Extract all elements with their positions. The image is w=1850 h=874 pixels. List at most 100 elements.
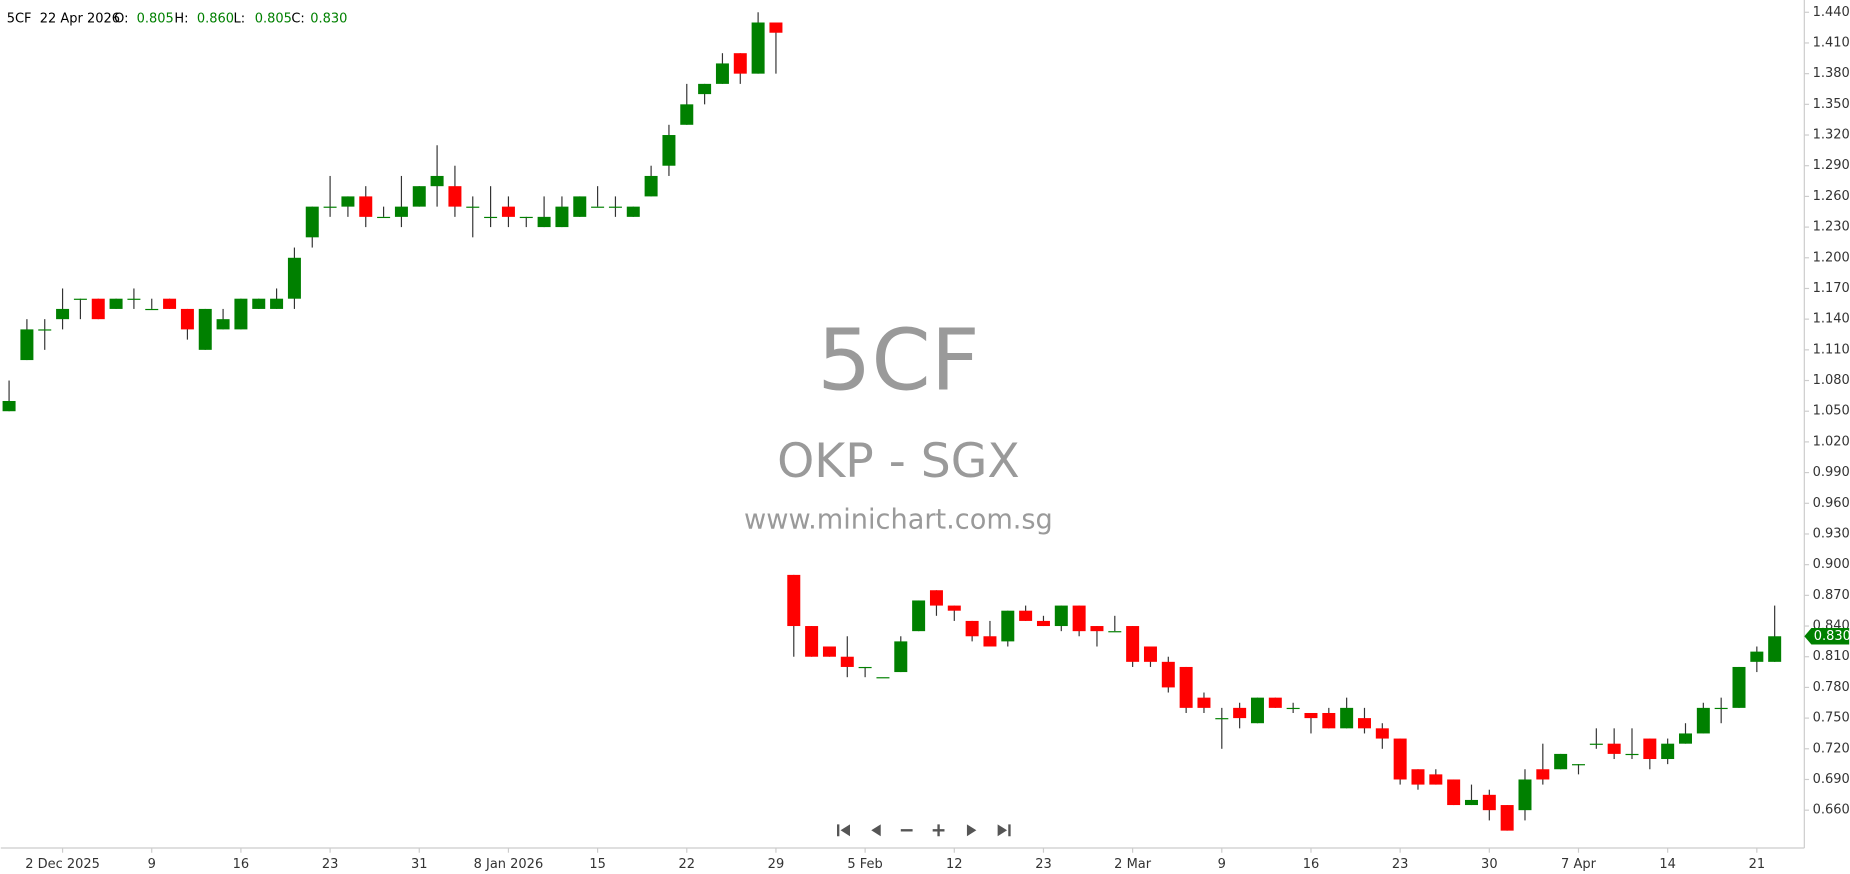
candle-body (1447, 779, 1461, 806)
candle-body (377, 216, 391, 219)
candle-body (1482, 794, 1496, 811)
candle-body (412, 186, 426, 207)
candle-body (1250, 697, 1264, 724)
y-tick-label: 0.900 (1813, 557, 1850, 572)
y-tick-label: 0.960 (1813, 496, 1850, 511)
candle-body (1233, 707, 1247, 719)
candle-body (1357, 718, 1371, 729)
candle-body (323, 206, 337, 208)
y-tick-label: 1.170 (1813, 281, 1850, 296)
y-tick-label: 0.690 (1813, 772, 1850, 787)
candle-body (769, 22, 783, 33)
x-tick-label: 14 (1659, 857, 1676, 872)
header-open: 0.805 (137, 11, 174, 26)
candle-body (912, 600, 926, 632)
candle-body (2, 400, 16, 412)
candle-body (1536, 769, 1550, 780)
y-tick-label: 1.260 (1813, 189, 1850, 204)
x-tick-label: 21 (1749, 857, 1766, 872)
candle-body (1429, 774, 1443, 785)
candle-body (1571, 764, 1585, 766)
candle-body (180, 308, 194, 330)
y-tick-label: 1.440 (1813, 5, 1850, 20)
nav-zoom-out[interactable] (898, 822, 915, 839)
y-tick-label: 1.230 (1813, 220, 1850, 235)
header-symbol: 5CF (7, 11, 32, 26)
x-tick-label: 23 (1035, 857, 1052, 872)
x-tick-label: 2 Mar (1114, 857, 1152, 872)
candle-body (73, 298, 87, 300)
candle-body (751, 22, 765, 74)
watermark-name: OKP - SGX (777, 434, 1020, 489)
y-tick-label: 0.810 (1813, 649, 1850, 664)
x-tick-label: 9 (148, 857, 156, 872)
candle-body (840, 656, 854, 667)
y-tick-label: 1.200 (1813, 250, 1850, 265)
candle-body (1268, 697, 1282, 708)
x-tick-label: 23 (1392, 857, 1409, 872)
nav-last[interactable] (995, 822, 1012, 839)
candle-body (1126, 626, 1140, 662)
candle-body (1679, 733, 1692, 744)
candle-body (1696, 707, 1710, 734)
y-tick-label: 0.990 (1813, 465, 1850, 480)
candle-body (1625, 753, 1639, 756)
candle-body (626, 206, 640, 217)
candle-body (1411, 769, 1425, 785)
header-low: 0.805 (255, 11, 292, 26)
y-tick-label: 0.780 (1813, 680, 1850, 695)
candle-body (1036, 620, 1050, 627)
y-tick-label: 0.870 (1813, 588, 1850, 603)
candle-body (894, 641, 908, 673)
candle-body (698, 83, 712, 95)
candle-body (608, 206, 622, 208)
header: 5CF 22 Apr 2026 O: 0.805 H: 0.860 L: 0.8… (7, 11, 348, 26)
candle-body (715, 63, 729, 84)
header-date: 22 Apr 2026 (40, 11, 120, 26)
candle-body (983, 636, 997, 647)
candle-body (555, 206, 569, 228)
candle-body (947, 605, 961, 611)
candle-body (1197, 697, 1211, 708)
watermark: 5CF OKP - SGX www.minichart.com.sg (744, 312, 1053, 536)
nav-zoom-in[interactable] (930, 822, 947, 839)
watermark-url: www.minichart.com.sg (744, 504, 1053, 535)
candle-body (1500, 805, 1514, 831)
candle-body (1304, 712, 1318, 719)
candle-body (359, 196, 373, 217)
x-tick-label: 7 Apr (1561, 857, 1597, 872)
candle-body (1464, 799, 1478, 806)
candle-body (1661, 743, 1675, 760)
candle-body (965, 620, 979, 637)
y-tick-label: 0.930 (1813, 526, 1850, 541)
candle-body (680, 104, 694, 125)
candle-body (519, 216, 533, 219)
x-tick-label: 2 Dec 2025 (25, 857, 100, 872)
nav-prev[interactable] (868, 822, 885, 839)
candle-body (591, 206, 605, 208)
candle-body (287, 257, 301, 299)
candle-body (1019, 610, 1033, 621)
candle-body (1518, 779, 1532, 811)
candle-body (1589, 743, 1603, 745)
candle-body (1286, 707, 1300, 710)
candle-body (1714, 707, 1728, 710)
x-tick-label: 12 (946, 857, 963, 872)
candle-body (537, 216, 551, 228)
last-price-tag (1804, 628, 1850, 645)
candle-body (805, 626, 819, 657)
candle-body (822, 646, 836, 657)
y-tick-label: 1.320 (1813, 128, 1850, 143)
nav-first[interactable] (835, 822, 852, 839)
nav-next[interactable] (962, 822, 979, 839)
candle-body (234, 298, 248, 330)
candle-body (1072, 605, 1086, 632)
x-tick-label: 16 (233, 857, 250, 872)
candle-body (466, 206, 480, 208)
navigation (835, 822, 1012, 839)
candle-body (858, 666, 872, 669)
candle-body (270, 298, 284, 309)
x-tick-label: 15 (589, 857, 606, 872)
candle-body (1054, 605, 1068, 627)
